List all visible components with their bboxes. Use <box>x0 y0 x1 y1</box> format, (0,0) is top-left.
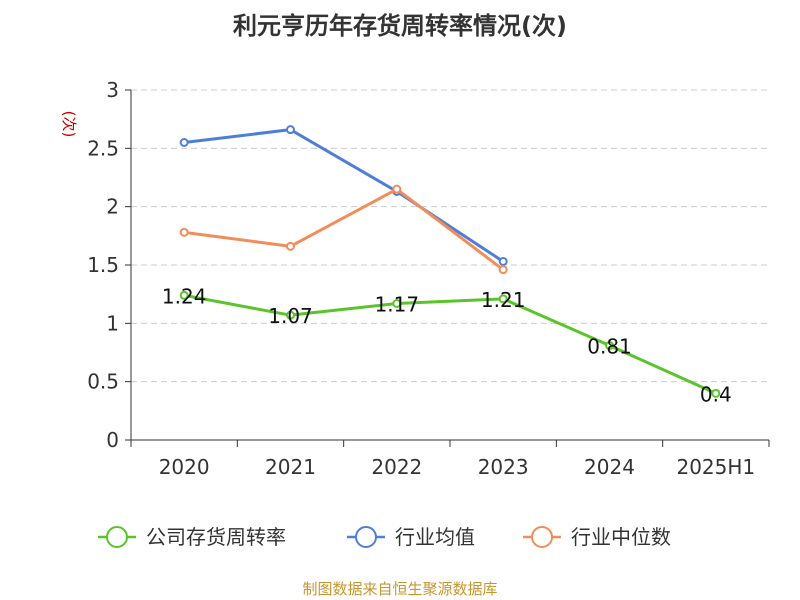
series-line-0 <box>183 293 717 395</box>
data-label-5: 0.4 <box>700 382 732 406</box>
series-line-2 <box>183 187 505 271</box>
x-tick-label-1: 2021 <box>265 455 316 479</box>
series-1-point-1 <box>286 125 295 135</box>
series-0-point-0 <box>179 290 189 300</box>
series-2-point-0 <box>179 227 189 237</box>
y-tick-label-0: 0 <box>106 428 119 452</box>
series-2-point-3 <box>498 265 508 275</box>
series-0-point-1 <box>286 310 295 320</box>
data-label-2: 1.17 <box>375 293 420 317</box>
series-0-point-5 <box>711 388 721 398</box>
series-0-point-3 <box>498 294 508 304</box>
y-axis-label: (次) <box>60 111 78 138</box>
x-tick-label-0: 2020 <box>159 455 210 479</box>
series-0-point-4 <box>605 341 614 350</box>
data-label-1: 1.07 <box>268 304 313 328</box>
legend-label-0: 公司存货周转率 <box>146 525 286 549</box>
data-label-4: 0.81 <box>587 335 632 359</box>
series-2-point-2 <box>392 184 402 194</box>
legend-marker-0 <box>106 526 128 548</box>
x-tick-label-5: 2025H1 <box>676 455 755 479</box>
axes: 0 0.5 1 1.5 2 2.5 3 2020 2021 2022 2023 2024 2025H1 <box>87 78 770 479</box>
y-tick-label-1: 0.5 <box>87 370 119 394</box>
series-layer <box>179 125 721 398</box>
source-note: 制图数据来自恒生聚源数据库 <box>302 580 497 598</box>
data-label-0: 1.24 <box>162 284 207 308</box>
series-line-1 <box>183 128 504 263</box>
y-tick-label-3: 1.5 <box>87 253 119 277</box>
y-tick-label-4: 2 <box>106 195 119 219</box>
legend-label-2: 行业中位数 <box>571 525 671 549</box>
data-label-3: 1.21 <box>481 288 526 312</box>
legend-marker-2 <box>531 526 553 548</box>
x-tick-label-2: 2022 <box>371 455 422 479</box>
series-1-point-0 <box>179 138 189 147</box>
series-0-point-2 <box>392 299 402 308</box>
legend-marker-1 <box>355 526 377 548</box>
legend-label-1: 行业均值 <box>395 525 475 549</box>
x-tick-label-3: 2023 <box>478 455 529 479</box>
series-1-point-3 <box>498 257 508 266</box>
data-labels: 1.24 1.07 1.17 1.21 0.81 0.4 <box>162 284 732 406</box>
y-tick-label-6: 3 <box>106 78 119 102</box>
x-tick-label-4: 2024 <box>584 455 635 479</box>
chart-title: 利元亨历年存货周转率情况(次) <box>233 12 567 40</box>
series-2-point-1 <box>286 241 295 251</box>
y-tick-label-5: 2.5 <box>87 136 119 160</box>
y-tick-label-2: 1 <box>106 311 119 335</box>
gridlines <box>131 89 769 383</box>
legend: 公司存货周转率 行业均值 行业中位数 <box>98 525 671 549</box>
